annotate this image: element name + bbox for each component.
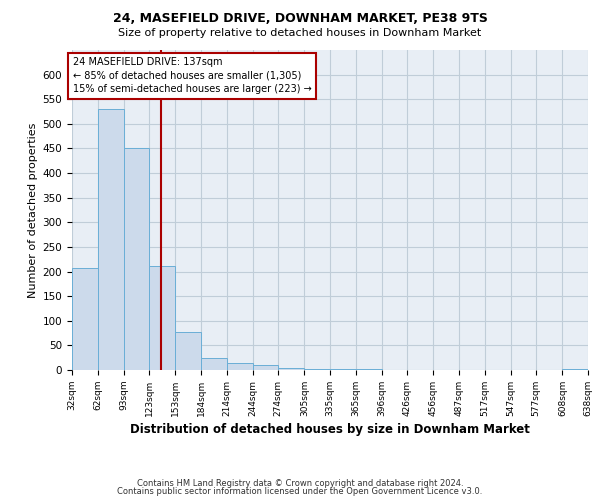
Bar	[253, 365, 278, 370]
Text: 24, MASEFIELD DRIVE, DOWNHAM MARKET, PE38 9TS: 24, MASEFIELD DRIVE, DOWNHAM MARKET, PE3…	[113, 12, 487, 26]
Bar	[149, 266, 175, 370]
Text: Contains public sector information licensed under the Open Government Licence v3: Contains public sector information licen…	[118, 487, 482, 496]
Bar	[330, 369, 356, 370]
Bar	[72, 268, 98, 370]
Text: Size of property relative to detached houses in Downham Market: Size of property relative to detached ho…	[118, 28, 482, 38]
Bar	[98, 109, 124, 370]
Bar	[562, 368, 588, 370]
Bar	[356, 368, 382, 370]
Bar	[175, 332, 202, 370]
Bar	[202, 358, 227, 370]
X-axis label: Distribution of detached houses by size in Downham Market: Distribution of detached houses by size …	[130, 423, 530, 436]
Text: Contains HM Land Registry data © Crown copyright and database right 2024.: Contains HM Land Registry data © Crown c…	[137, 478, 463, 488]
Text: 24 MASEFIELD DRIVE: 137sqm
← 85% of detached houses are smaller (1,305)
15% of s: 24 MASEFIELD DRIVE: 137sqm ← 85% of deta…	[73, 58, 311, 94]
Bar	[227, 362, 253, 370]
Y-axis label: Number of detached properties: Number of detached properties	[28, 122, 38, 298]
Bar	[278, 368, 304, 370]
Bar	[124, 148, 149, 370]
Bar	[304, 368, 330, 370]
